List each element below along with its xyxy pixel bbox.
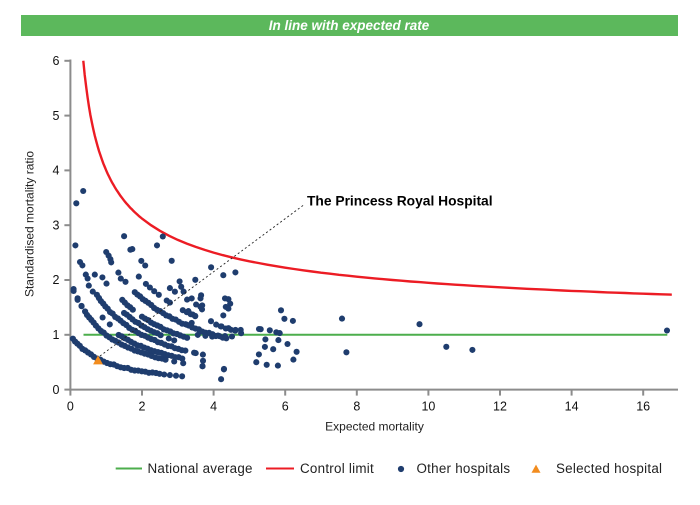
svg-text:In line with expected rate: In line with expected rate	[269, 18, 430, 33]
svg-text:Standardised mortality ratio: Standardised mortality ratio	[23, 151, 37, 297]
svg-text:8: 8	[353, 400, 360, 414]
svg-text:National average: National average	[148, 461, 253, 476]
svg-text:Other hospitals: Other hospitals	[417, 461, 511, 476]
svg-text:Control limit: Control limit	[300, 461, 374, 476]
svg-text:10: 10	[421, 400, 435, 414]
svg-text:Expected mortality: Expected mortality	[325, 420, 424, 434]
svg-text:5: 5	[53, 109, 60, 123]
svg-text:2: 2	[139, 400, 146, 414]
svg-text:0: 0	[53, 383, 60, 397]
svg-text:Selected hospital: Selected hospital	[556, 461, 662, 476]
svg-text:4: 4	[53, 164, 60, 178]
svg-text:1: 1	[53, 328, 60, 342]
svg-text:12: 12	[493, 400, 507, 414]
svg-text:14: 14	[565, 400, 579, 414]
svg-text:6: 6	[282, 400, 289, 414]
svg-text:4: 4	[210, 400, 217, 414]
svg-text:2: 2	[53, 273, 60, 287]
svg-text:3: 3	[53, 218, 60, 232]
svg-text:6: 6	[53, 54, 60, 68]
svg-text:16: 16	[636, 400, 650, 414]
svg-text:0: 0	[67, 400, 74, 414]
svg-text:The Princess Royal Hospital: The Princess Royal Hospital	[307, 194, 493, 209]
